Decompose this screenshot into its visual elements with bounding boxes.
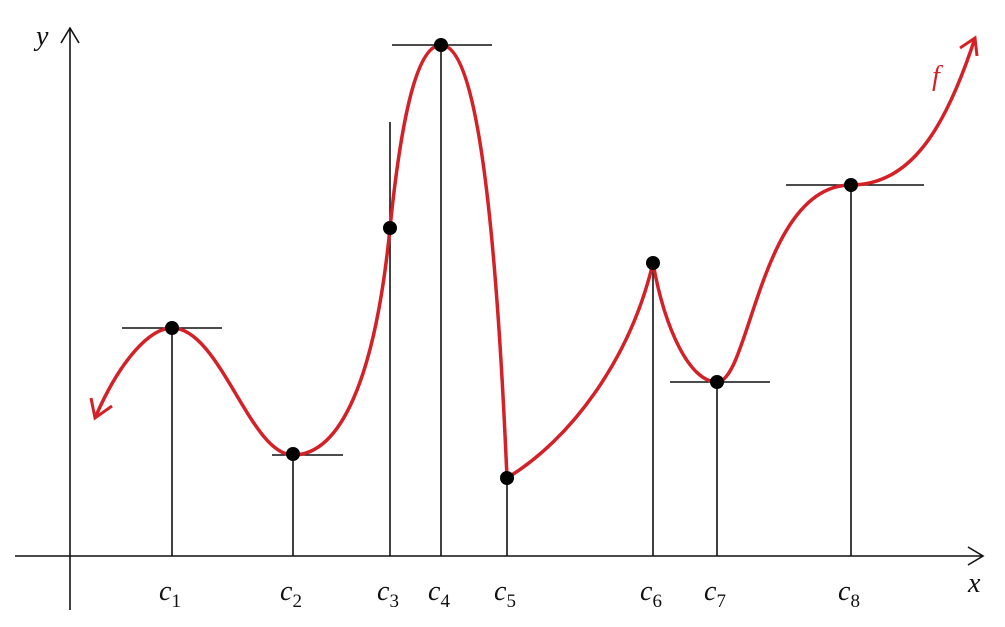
y-arrow bbox=[60, 26, 80, 44]
label-index: 1 bbox=[171, 591, 181, 612]
label-index: 6 bbox=[652, 591, 662, 612]
label-letter: c bbox=[159, 576, 172, 607]
label-letter: c bbox=[377, 576, 390, 607]
label-index: 4 bbox=[440, 591, 450, 612]
label-index: 8 bbox=[850, 591, 860, 612]
label-letter: c bbox=[704, 576, 717, 607]
x-label: x bbox=[967, 568, 981, 599]
label-letter: c bbox=[640, 576, 653, 607]
label-letter: c bbox=[838, 576, 851, 607]
curve-arrow-left bbox=[89, 397, 113, 421]
label-letter: c bbox=[280, 576, 293, 607]
guides bbox=[122, 44, 924, 556]
y-label: y bbox=[33, 21, 49, 52]
label-letter: c bbox=[494, 576, 507, 607]
point-label: c5 bbox=[494, 576, 516, 612]
point-labels: c1 c2 c3 c4 c5 c6 c7 c8 bbox=[159, 576, 860, 612]
label-index: 7 bbox=[716, 591, 726, 612]
point-label: c6 bbox=[640, 576, 662, 612]
label-index: 3 bbox=[389, 591, 399, 612]
points bbox=[165, 38, 858, 485]
label-index: 5 bbox=[506, 591, 516, 612]
point-label: c3 bbox=[377, 576, 399, 612]
label-index: 2 bbox=[292, 591, 302, 612]
point-label: c4 bbox=[428, 576, 450, 612]
curve-arrow-right bbox=[959, 35, 979, 57]
point-label: c8 bbox=[838, 576, 860, 612]
point-label: c1 bbox=[159, 576, 181, 612]
curve bbox=[93, 37, 977, 482]
x-arrow bbox=[967, 546, 985, 566]
label-letter: c bbox=[428, 576, 441, 607]
point-label: c7 bbox=[704, 576, 726, 612]
curve-label: f bbox=[932, 61, 943, 92]
point-label: c2 bbox=[280, 576, 302, 612]
